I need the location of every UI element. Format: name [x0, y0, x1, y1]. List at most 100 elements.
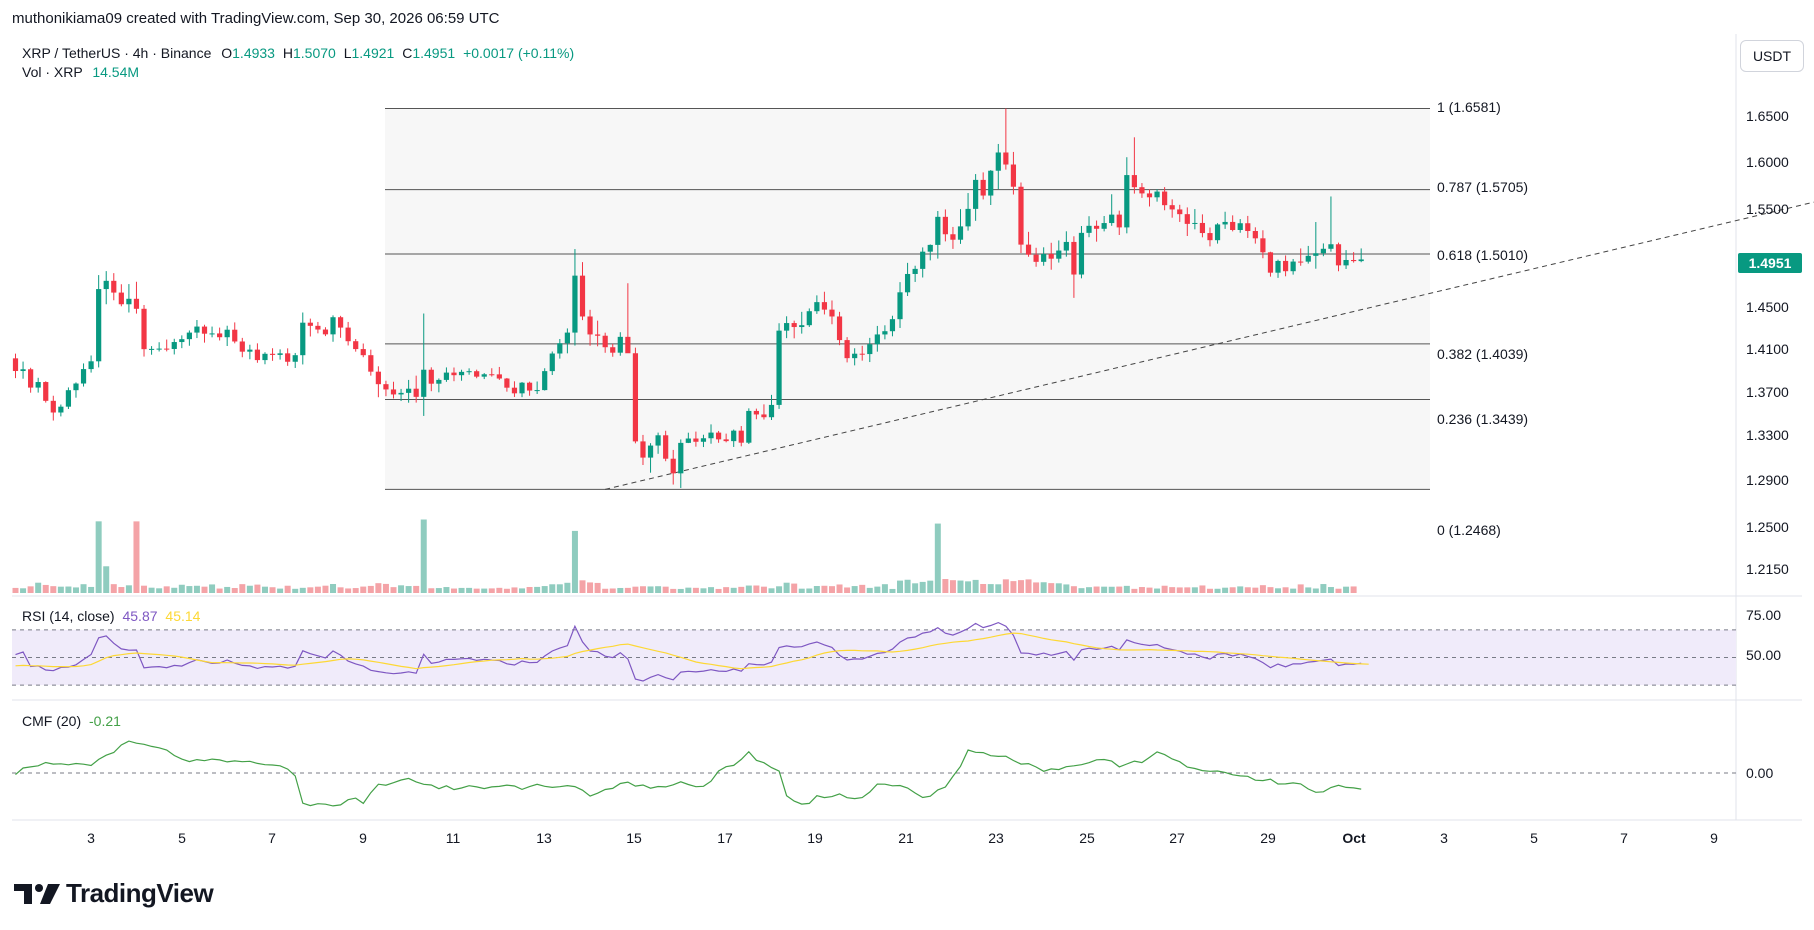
- volume-bar: [708, 587, 715, 593]
- candle-body: [383, 384, 389, 390]
- volume-bar: [541, 586, 548, 593]
- candle-body: [458, 371, 465, 376]
- volume-bar: [178, 584, 185, 593]
- candle-body: [322, 329, 329, 335]
- rsi-ma-value: 45.14: [165, 608, 201, 624]
- candle-body: [451, 372, 457, 376]
- candle-body: [1252, 231, 1258, 239]
- candle-body: [821, 302, 828, 310]
- volume-bar: [1275, 588, 1282, 593]
- volume-bar: [897, 580, 904, 593]
- candle-body: [330, 317, 336, 335]
- candle-body: [511, 387, 518, 394]
- volume-bar: [1002, 579, 1009, 593]
- volume-bar: [360, 586, 367, 593]
- candle-body: [700, 438, 707, 442]
- volume-bar: [375, 583, 382, 593]
- candle-body: [904, 273, 911, 293]
- candle-body: [1343, 259, 1349, 266]
- volume-bar: [1169, 587, 1176, 593]
- volume-bar: [148, 587, 155, 593]
- volume-bar: [110, 584, 117, 593]
- price-tick: 1.2900: [1746, 472, 1789, 488]
- volume-bar: [511, 587, 518, 593]
- volume-bar: [571, 530, 578, 593]
- candle-body: [1177, 209, 1183, 215]
- candle-body: [708, 432, 714, 439]
- chart-canvas[interactable]: [0, 0, 1814, 860]
- volume-bar: [435, 588, 442, 593]
- candle-body: [844, 340, 850, 359]
- candle-body: [1033, 254, 1039, 262]
- volume-bar: [337, 587, 344, 593]
- candle-body: [96, 289, 102, 362]
- price-tick: 1.2500: [1746, 519, 1789, 535]
- volume-bar: [488, 588, 495, 593]
- volume-bar: [231, 588, 238, 593]
- tradingview-logo[interactable]: TradingView: [14, 878, 214, 909]
- candle-body: [927, 244, 933, 252]
- cmf-value: -0.21: [89, 713, 121, 729]
- candle-body: [148, 348, 155, 350]
- volume-bar: [1259, 585, 1266, 593]
- candle-body: [353, 341, 359, 350]
- candle-body: [746, 410, 752, 443]
- volume-bar: [193, 585, 200, 593]
- volume-bar: [579, 580, 586, 593]
- price-tick: 1.4100: [1746, 341, 1789, 357]
- volume-bar: [20, 588, 27, 593]
- date-tick: 7: [268, 830, 276, 846]
- high-value: 1.5070: [292, 45, 336, 61]
- volume-bar: [1048, 583, 1055, 593]
- volume-bar: [957, 580, 964, 593]
- candle-body: [647, 445, 654, 458]
- candle-body: [65, 390, 72, 407]
- ohlc-legend: XRP / TetherUS · 4h · Binance O1.4933 H1…: [22, 45, 575, 61]
- candle-body: [398, 392, 404, 395]
- candle-body: [1207, 233, 1213, 241]
- date-tick: 11: [445, 830, 461, 846]
- volume-bar: [458, 587, 465, 593]
- price-tick: 1.3300: [1746, 427, 1789, 443]
- volume-bar: [685, 587, 692, 593]
- candle-body: [655, 435, 661, 446]
- candle-body: [806, 311, 812, 326]
- candle-body: [1358, 259, 1364, 262]
- volume-bar: [103, 566, 110, 593]
- volume-bar: [42, 584, 49, 593]
- candle-body: [912, 268, 918, 274]
- candle-body: [1071, 241, 1077, 275]
- volume-bar: [50, 586, 57, 593]
- volume-bar: [352, 588, 359, 593]
- volume-bar: [307, 587, 314, 593]
- volume-bar: [65, 586, 72, 593]
- volume-bar: [72, 587, 79, 593]
- volume-bar: [1327, 587, 1334, 593]
- candle-body: [935, 216, 941, 245]
- volume-bar: [254, 584, 261, 593]
- candle-body: [186, 332, 192, 340]
- candle-body: [572, 275, 578, 333]
- candle-body: [269, 353, 276, 355]
- tradingview-logo-text: TradingView: [66, 878, 214, 908]
- candle-body: [315, 325, 321, 330]
- candle-body: [988, 170, 994, 196]
- currency-button[interactable]: USDT: [1740, 40, 1804, 72]
- candle-body: [194, 326, 200, 333]
- volume-bar: [450, 588, 457, 593]
- fib-label-0: 0 (1.2468): [1437, 522, 1501, 538]
- volume-bar: [1305, 587, 1312, 593]
- candle-body: [466, 371, 472, 373]
- candle-body: [995, 152, 1001, 171]
- candle-body: [1335, 244, 1342, 266]
- candle-body: [247, 349, 253, 352]
- candle-body: [224, 329, 230, 338]
- volume-bar: [1297, 584, 1304, 593]
- candle-body: [897, 292, 903, 320]
- volume-bar: [1244, 587, 1251, 593]
- candle-body: [360, 349, 366, 356]
- candle-body: [534, 390, 540, 392]
- volume-bar: [526, 586, 533, 593]
- candle-body: [443, 372, 450, 380]
- volume-bar: [390, 587, 397, 593]
